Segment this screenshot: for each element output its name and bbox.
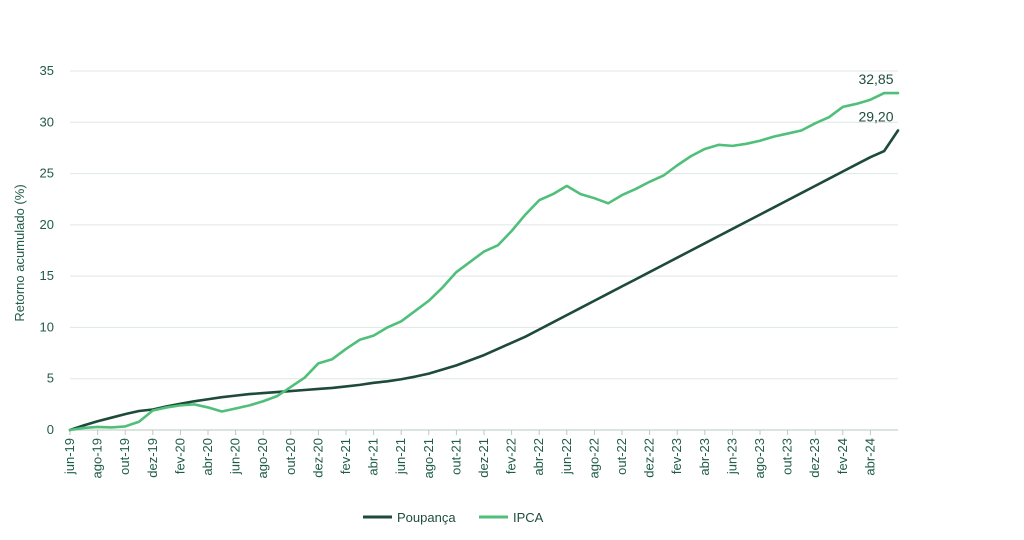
x-tick-label: dez-19 xyxy=(145,438,160,478)
x-tick-label: jun-21 xyxy=(393,438,408,475)
series-line-ipca xyxy=(68,91,900,432)
x-tick-label: dez-22 xyxy=(642,438,657,478)
x-tick-label: fev-23 xyxy=(669,438,684,474)
y-tick-label: 15 xyxy=(40,268,54,283)
legend-label-ipca: IPCA xyxy=(513,510,544,525)
x-tick-label: ago-23 xyxy=(752,438,767,478)
legend: Poupança IPCA xyxy=(363,510,544,525)
x-tick-label: fev-24 xyxy=(835,438,850,474)
x-tick-label: dez-20 xyxy=(310,438,325,478)
x-tick-label: out-23 xyxy=(780,438,795,475)
gridlines xyxy=(70,70,898,380)
x-tick-label: abr-20 xyxy=(200,438,215,476)
y-axis-title: Retorno acumulado (%) xyxy=(12,184,27,321)
legend-label-poupan-a: Poupança xyxy=(397,510,456,525)
x-tick-label: ago-20 xyxy=(255,438,270,478)
data-labels: 29,20 32,85 xyxy=(858,71,893,124)
x-tick-label: dez-21 xyxy=(476,438,491,478)
x-tick-label: abr-21 xyxy=(366,438,381,476)
y-tick-label: 5 xyxy=(47,371,54,386)
x-tick-label: jun-20 xyxy=(228,438,243,475)
x-tick-label: out-22 xyxy=(614,438,629,475)
x-tick-label: ago-22 xyxy=(586,438,601,478)
x-tick-label: fev-22 xyxy=(504,438,519,474)
x-tick-label: abr-24 xyxy=(862,438,877,476)
x-tick-label: ago-21 xyxy=(421,438,436,478)
x-tick-label: jun-22 xyxy=(559,438,574,475)
x-tick-label: dez-23 xyxy=(807,438,822,478)
y-tick-label: 25 xyxy=(40,166,54,181)
series-line-poupan-a xyxy=(68,129,900,432)
x-tick-label: jun-23 xyxy=(724,438,739,475)
x-tick-label: out-19 xyxy=(117,438,132,475)
x-tick-label: fev-20 xyxy=(172,438,187,474)
x-tick-label: out-20 xyxy=(283,438,298,475)
y-tick-label: 0 xyxy=(47,422,54,437)
y-tick-label: 35 xyxy=(40,63,54,78)
x-tick-label: abr-22 xyxy=(531,438,546,476)
series-lines xyxy=(68,91,900,432)
x-tick-label: abr-23 xyxy=(697,438,712,476)
axes: 0 5 10 15 20 25 30 35 jun-19 ago-19 out-19 dez-19 fe… xyxy=(40,63,898,478)
x-tick-label: jun-19 xyxy=(62,438,77,475)
end-value-label-poupan-a: 29,20 xyxy=(858,108,893,124)
x-tick-label: out-21 xyxy=(448,438,463,475)
end-value-label-ipca: 32,85 xyxy=(858,71,893,87)
y-tick-label: 30 xyxy=(40,114,54,129)
x-tick-label: ago-19 xyxy=(90,438,105,478)
x-tick-label: fev-21 xyxy=(338,438,353,474)
y-tick-label: 10 xyxy=(40,319,54,334)
y-tick-label: 20 xyxy=(40,217,54,232)
